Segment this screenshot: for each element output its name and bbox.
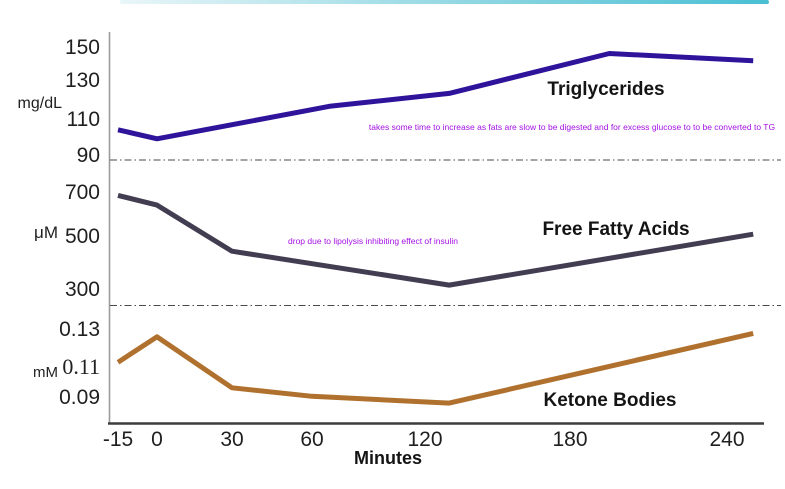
- annotation-free-fatty-acids: drop due to lipolysis inhibiting effect …: [288, 236, 458, 246]
- ytick-ffa-500: 500: [64, 225, 100, 248]
- x-axis-title: Minutes: [353, 448, 423, 468]
- xtick-240: 240: [709, 428, 745, 451]
- xtick-30: 30: [220, 428, 244, 451]
- ytick-tg-90: 90: [76, 144, 100, 167]
- ytick-kb-013: 0.13: [59, 318, 100, 341]
- ytick-tg-150: 150: [64, 36, 100, 59]
- xtick-0: 0: [151, 428, 163, 451]
- xtick-120: 120: [407, 428, 443, 451]
- ytick-tg-130: 130: [64, 69, 100, 92]
- ytick-ffa-300: 300: [64, 278, 100, 301]
- ytick-kb-009: 0.09: [59, 386, 100, 409]
- xtick-minus15: -15: [102, 428, 134, 451]
- unit-label-mg-dl: mg/dL: [17, 95, 62, 112]
- series-lines: [116, 51, 754, 406]
- xtick-60: 60: [300, 428, 324, 451]
- ytick-ffa-700: 700: [64, 181, 100, 204]
- xtick-180: 180: [552, 428, 588, 451]
- unit-label-um: μM: [34, 223, 58, 242]
- series-label-free-fatty-acids: Free Fatty Acids: [542, 219, 690, 240]
- ytick-kb-011: 0.11: [62, 354, 100, 379]
- series-label-triglycerides: Triglycerides: [547, 79, 665, 100]
- series-line-triglycerides: [117, 51, 754, 142]
- series-line-free-fatty-acids: [117, 192, 754, 288]
- annotation-triglycerides: takes some time to increase as fats are …: [368, 122, 776, 132]
- series-label-ketone-bodies: Ketone Bodies: [543, 390, 677, 411]
- unit-label-mm: mM: [33, 364, 58, 381]
- ytick-tg-110: 110: [66, 108, 100, 131]
- decorative-top-bar: [120, 0, 769, 4]
- series-line-ketone-bodies: [116, 330, 754, 406]
